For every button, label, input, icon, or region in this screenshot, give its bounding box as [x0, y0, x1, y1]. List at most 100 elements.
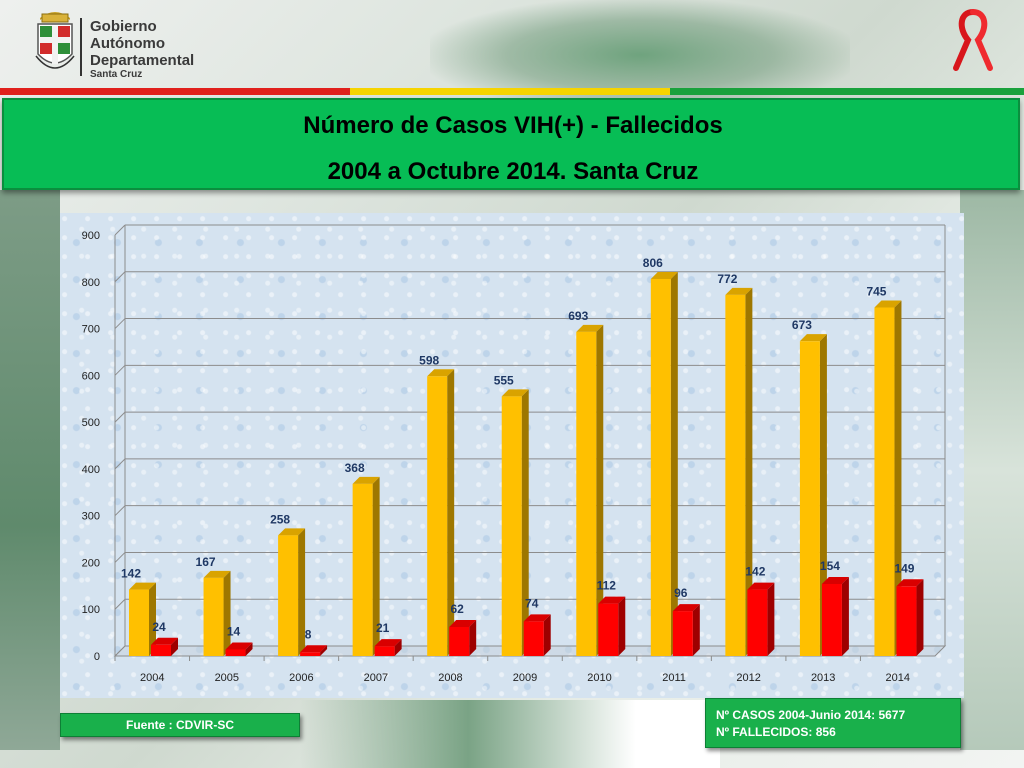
bar-side: [298, 528, 306, 656]
source-label: Fuente : CDVIR-SC: [60, 713, 300, 737]
background-decoration: [960, 190, 1024, 750]
y-tick-label: 900: [82, 230, 100, 242]
bar: [821, 583, 842, 656]
bar-side: [670, 271, 678, 656]
data-label: 745: [866, 285, 886, 299]
bar-top: [523, 614, 551, 622]
bar: [799, 341, 820, 656]
y-tick-label: 0: [94, 651, 100, 663]
y-tick-label: 300: [82, 511, 100, 523]
bar-top: [672, 604, 700, 612]
data-label: 598: [419, 353, 439, 367]
x-tick-label: 2005: [215, 672, 239, 684]
gridline-side: [114, 364, 126, 376]
bar: [449, 626, 470, 656]
gridline-side: [114, 411, 126, 423]
bar: [747, 589, 768, 656]
bar-side: [543, 614, 551, 656]
bar: [374, 646, 395, 656]
bar-side: [245, 642, 253, 656]
gridline-side: [114, 552, 126, 563]
bar-side: [372, 476, 380, 656]
chart-title: Número de Casos VIH(+) - Fallecidos: [303, 112, 723, 139]
x-tick-label: 2014: [885, 672, 909, 684]
bar-top: [449, 619, 477, 627]
bar-chart: 0 100 200 300 400 500 600 700 800 900 2004 142 24 200…: [82, 224, 947, 684]
y-tick-label: 700: [82, 324, 100, 336]
gridline-side: [114, 505, 126, 517]
bar-side: [223, 570, 231, 656]
y-tick-label: 100: [82, 604, 100, 616]
data-label: 8: [305, 627, 312, 641]
bar-top: [374, 639, 402, 647]
bar-side: [916, 579, 924, 656]
bar: [523, 621, 544, 656]
x-tick-label: 2008: [438, 672, 462, 684]
bar: [598, 603, 619, 656]
bar-side: [745, 287, 753, 656]
x-tick-label: 2004: [140, 672, 164, 684]
totals-box: Nº CASOS 2004-Junio 2014: 5677 Nº FALLEC…: [705, 698, 961, 748]
data-label: 772: [717, 272, 737, 286]
bar: [725, 294, 746, 656]
bar-side: [596, 324, 604, 656]
gridline-side: [114, 458, 126, 470]
x-tick-label: 2010: [587, 672, 611, 684]
bar-top: [650, 271, 678, 279]
bar-top: [151, 637, 178, 645]
data-label: 112: [597, 579, 617, 593]
bar-top: [896, 579, 924, 587]
y-tick-label: 400: [82, 464, 100, 476]
bar: [427, 376, 448, 656]
x-tick-label: 2011: [662, 672, 686, 684]
logo-text: Gobierno Autónomo Departamental Santa Cr…: [90, 18, 194, 81]
bar: [300, 652, 321, 656]
bar: [352, 483, 373, 656]
gridline-side: [114, 224, 126, 236]
x-tick-label: 2006: [289, 672, 313, 684]
bar-top: [427, 369, 455, 377]
y-tick-label: 200: [82, 557, 100, 569]
x-tick-label: 2009: [513, 672, 537, 684]
data-label: 154: [820, 559, 840, 573]
data-label: 21: [376, 621, 390, 635]
bar-side: [171, 637, 178, 656]
bar-side: [618, 596, 626, 656]
red-ribbon-icon: [953, 9, 993, 71]
data-label: 693: [568, 309, 588, 323]
bar-top: [278, 528, 306, 536]
title-box: Número de Casos VIH(+) - Fallecidos 2004…: [2, 98, 1020, 190]
logo-line: Autónomo: [90, 35, 165, 52]
bar-top: [203, 570, 231, 578]
bar-top: [598, 596, 626, 604]
background-decoration: [0, 190, 60, 750]
bar-top: [576, 324, 604, 332]
bar-side: [692, 604, 700, 656]
flag-stripe-green: [670, 88, 1024, 95]
bar: [874, 307, 895, 656]
bar: [650, 278, 671, 656]
bar-top: [799, 334, 827, 342]
logo-line: Departamental: [90, 52, 195, 69]
bar: [129, 589, 149, 656]
bar: [225, 649, 246, 656]
y-tick-label: 600: [82, 370, 100, 382]
data-label: 24: [152, 620, 166, 634]
data-label: 74: [525, 596, 539, 610]
bar-top: [225, 642, 253, 650]
data-label: 368: [345, 461, 365, 475]
bar: [203, 577, 224, 656]
data-label: 258: [270, 512, 290, 526]
logo-line: Gobierno: [90, 18, 157, 35]
data-label: 142: [121, 567, 141, 581]
background-decoration: [300, 700, 720, 768]
bar-side: [841, 576, 849, 656]
total-cases-text: Nº CASOS 2004-Junio 2014: 5677: [716, 708, 906, 722]
bar-side: [894, 300, 902, 656]
data-label: 149: [894, 561, 914, 575]
chart-panel: 0 100 200 300 400 500 600 700 800 900 2004 142 24 200…: [60, 213, 964, 698]
flag-stripe-yellow: [350, 88, 670, 95]
data-label: 62: [451, 602, 465, 616]
y-tick-label: 800: [82, 277, 100, 289]
bar-side: [320, 645, 328, 656]
